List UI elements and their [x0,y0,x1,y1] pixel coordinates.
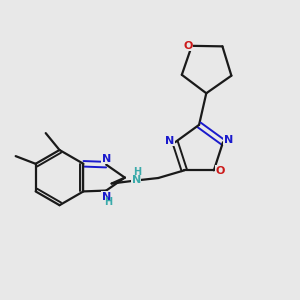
Text: N: N [102,192,111,202]
Text: N: N [102,154,111,164]
Text: O: O [183,41,193,51]
Text: H: H [134,167,142,177]
Text: N: N [131,176,141,185]
Text: O: O [215,166,225,176]
Text: N: N [224,135,233,145]
Text: N: N [165,136,174,146]
Text: H: H [104,197,112,207]
